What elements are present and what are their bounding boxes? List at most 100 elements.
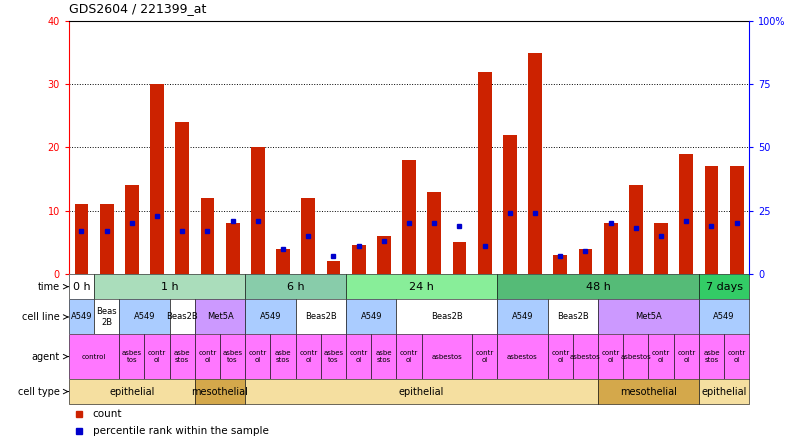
Bar	[528, 52, 542, 274]
Text: asbe
stos: asbe stos	[275, 350, 292, 363]
Text: A549: A549	[260, 313, 281, 321]
Bar	[352, 246, 365, 274]
Bar	[377, 236, 390, 274]
Text: Met5A: Met5A	[635, 313, 662, 321]
Text: contr
ol: contr ol	[198, 350, 216, 363]
Text: asbestos: asbestos	[570, 353, 601, 360]
Bar	[69, 274, 94, 300]
Bar	[402, 160, 416, 274]
Text: contr
ol: contr ol	[475, 350, 494, 363]
Bar	[548, 334, 573, 379]
Text: A549: A549	[134, 313, 156, 321]
Bar	[226, 223, 240, 274]
Bar	[245, 334, 271, 379]
Text: control: control	[82, 353, 106, 360]
Bar	[195, 300, 245, 334]
Text: contr
ol: contr ol	[350, 350, 368, 363]
Bar	[649, 334, 674, 379]
Bar	[201, 198, 215, 274]
Bar	[271, 334, 296, 379]
Text: percentile rank within the sample: percentile rank within the sample	[92, 426, 269, 436]
Bar	[220, 334, 245, 379]
Bar	[699, 274, 749, 300]
Text: asbes
tos: asbes tos	[223, 350, 243, 363]
Bar	[603, 223, 617, 274]
Text: A549: A549	[714, 313, 735, 321]
Bar	[699, 300, 749, 334]
Bar	[396, 334, 422, 379]
Text: asbes
tos: asbes tos	[323, 350, 343, 363]
Text: Beas2B: Beas2B	[557, 313, 589, 321]
Bar	[497, 334, 548, 379]
Text: 7 days: 7 days	[706, 281, 743, 292]
Bar	[654, 223, 668, 274]
Bar	[598, 379, 699, 404]
Bar	[453, 242, 467, 274]
Bar	[245, 300, 296, 334]
Bar	[94, 274, 245, 300]
Text: agent: agent	[32, 352, 60, 361]
Text: Beas2B: Beas2B	[431, 313, 463, 321]
Text: contr
ol: contr ol	[148, 350, 166, 363]
Bar	[119, 300, 169, 334]
Bar	[94, 300, 119, 334]
Bar	[573, 334, 598, 379]
Bar	[553, 255, 567, 274]
Bar	[699, 379, 749, 404]
Bar	[548, 300, 598, 334]
Bar	[428, 192, 441, 274]
Bar	[150, 84, 164, 274]
Text: asbestos: asbestos	[432, 353, 463, 360]
Text: mesothelial: mesothelial	[620, 387, 677, 396]
Text: 24 h: 24 h	[409, 281, 434, 292]
Bar	[195, 334, 220, 379]
Text: Beas2B: Beas2B	[166, 313, 198, 321]
Bar	[119, 334, 144, 379]
Text: 48 h: 48 h	[586, 281, 611, 292]
Text: cell type: cell type	[18, 387, 60, 396]
Bar	[69, 334, 119, 379]
Bar	[75, 204, 88, 274]
Text: contr
ol: contr ol	[602, 350, 620, 363]
Text: contr
ol: contr ol	[299, 350, 318, 363]
Bar	[578, 249, 592, 274]
Text: asbe
stos: asbe stos	[376, 350, 392, 363]
Bar	[276, 249, 290, 274]
Text: mesothelial: mesothelial	[192, 387, 249, 396]
Bar	[598, 300, 699, 334]
Bar	[503, 135, 517, 274]
Bar	[724, 334, 749, 379]
Bar	[245, 379, 598, 404]
Bar	[705, 166, 718, 274]
Bar	[251, 147, 265, 274]
Text: GDS2604 / 221399_at: GDS2604 / 221399_at	[69, 2, 207, 15]
Bar	[422, 334, 472, 379]
Text: 6 h: 6 h	[287, 281, 305, 292]
Bar	[100, 204, 113, 274]
Bar	[629, 185, 643, 274]
Bar	[169, 300, 195, 334]
Text: epithelial: epithelial	[399, 387, 445, 396]
Text: A549: A549	[360, 313, 382, 321]
Text: contr
ol: contr ol	[551, 350, 569, 363]
Text: 0 h: 0 h	[73, 281, 90, 292]
Text: cell line: cell line	[23, 312, 60, 322]
Bar	[169, 334, 195, 379]
Bar	[478, 71, 492, 274]
Bar	[699, 334, 724, 379]
Text: Beas
2B: Beas 2B	[96, 307, 117, 327]
Bar	[623, 334, 649, 379]
Text: contr
ol: contr ol	[249, 350, 267, 363]
Bar	[497, 274, 699, 300]
Text: asbes
tos: asbes tos	[122, 350, 142, 363]
Text: count: count	[92, 409, 122, 419]
Bar	[396, 300, 497, 334]
Text: Met5A: Met5A	[207, 313, 233, 321]
Bar	[326, 261, 340, 274]
Bar	[346, 334, 371, 379]
Bar	[674, 334, 699, 379]
Text: contr
ol: contr ol	[400, 350, 418, 363]
Bar	[125, 185, 139, 274]
Text: A549: A549	[512, 313, 533, 321]
Text: A549: A549	[70, 313, 92, 321]
